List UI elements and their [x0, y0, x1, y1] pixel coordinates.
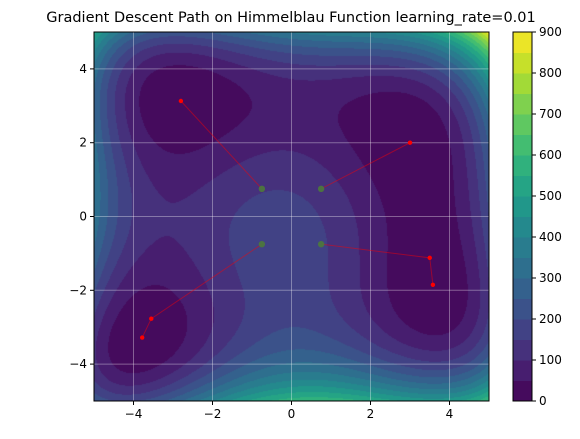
y-tick-label: 4 — [79, 62, 87, 76]
path-point — [430, 282, 436, 287]
colorbar-tick-label: 200 — [539, 312, 562, 326]
x-tick-label: −2 — [204, 407, 222, 421]
path-point — [139, 335, 145, 340]
plot-area — [94, 32, 489, 401]
colorbar-band — [513, 278, 532, 299]
path-point — [149, 316, 154, 321]
y-axis: −4 −2 0 2 4 — [69, 62, 94, 371]
colorbar-band — [513, 216, 532, 238]
path-point — [427, 255, 432, 261]
x-tick-label: 0 — [288, 407, 296, 421]
colorbar-band — [513, 175, 532, 197]
x-tick-label: 4 — [446, 407, 454, 421]
colorbar-band — [513, 257, 532, 279]
path-point — [407, 140, 413, 145]
colorbar-band — [513, 155, 532, 176]
colorbar-tick-label: 500 — [539, 189, 562, 203]
descent-path-line — [180, 100, 263, 190]
grid-lines — [94, 32, 489, 401]
colorbar-tick-label: 800 — [539, 66, 562, 80]
colorbar-bands — [513, 32, 532, 402]
colorbar-tick-label: 100 — [539, 353, 562, 367]
colorbar-band — [513, 114, 532, 135]
colorbar-frame — [512, 31, 533, 402]
path-start-point — [258, 240, 266, 248]
colorbar-tick-label: 0 — [539, 394, 547, 408]
colorbar: 0 100 200 300 400 500 600 700 800 900 — [512, 25, 562, 408]
y-tick-label: 2 — [79, 136, 87, 150]
colorbar-band — [513, 360, 532, 381]
colorbar-tick-label: 900 — [539, 25, 562, 39]
colorbar-band — [513, 237, 532, 258]
colorbar-band — [513, 32, 532, 53]
colorbar-band — [513, 298, 532, 320]
descent-path-line — [320, 142, 411, 190]
descent-paths — [139, 98, 436, 340]
colorbar-band — [513, 196, 532, 217]
chart-title: Gradient Descent Path on Himmelblau Func… — [46, 10, 536, 26]
path-start-point — [317, 240, 325, 248]
colorbar-band — [513, 339, 532, 361]
colorbar-band — [513, 319, 532, 340]
x-tick-label: −4 — [125, 407, 143, 421]
y-tick-label: −4 — [69, 357, 87, 371]
colorbar-band — [513, 73, 532, 94]
x-tick-label: 2 — [367, 407, 375, 421]
colorbar-tick-label: 600 — [539, 148, 562, 162]
path-start-point — [317, 185, 325, 193]
colorbar-band — [513, 134, 532, 156]
path-start-point — [258, 185, 266, 193]
contour-fill — [94, 32, 489, 401]
path-point — [178, 98, 184, 104]
colorbar-tick-label: 300 — [539, 271, 562, 285]
colorbar-tick-label: 400 — [539, 230, 562, 244]
x-axis: −4 −2 0 2 4 — [125, 401, 454, 421]
colorbar-tick-label: 700 — [539, 107, 562, 121]
colorbar-band — [513, 52, 532, 74]
colorbar-band — [513, 380, 532, 402]
colorbar-ticks: 0 100 200 300 400 500 600 700 800 900 — [532, 25, 562, 408]
y-tick-label: −2 — [69, 283, 87, 297]
y-tick-label: 0 — [79, 210, 87, 224]
colorbar-band — [513, 93, 532, 115]
